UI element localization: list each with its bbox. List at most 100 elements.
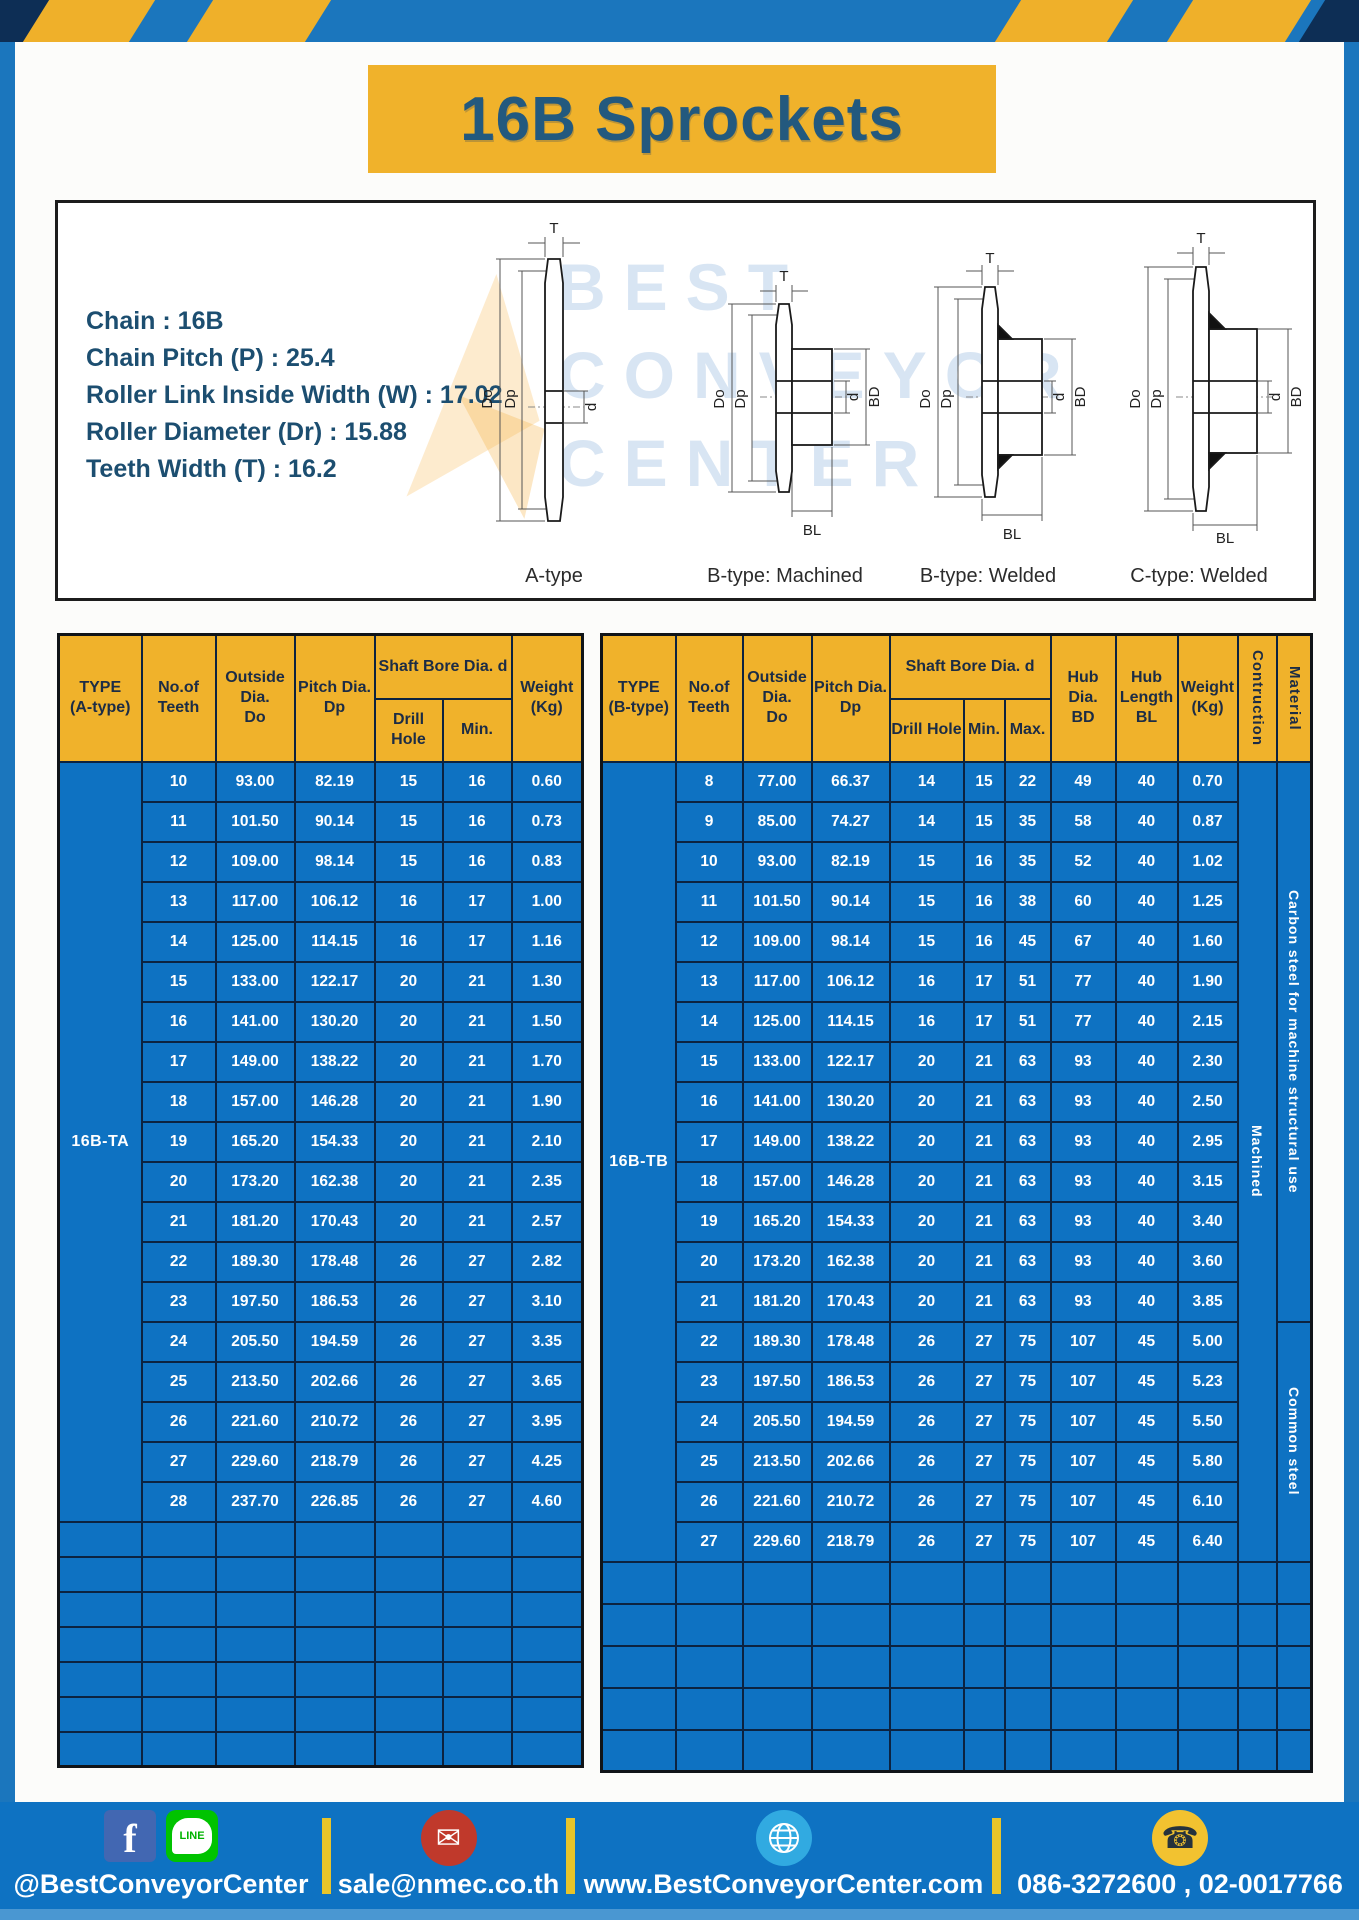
cell: 8 <box>674 760 744 803</box>
empty-cell <box>741 1602 813 1647</box>
cell: 20 <box>373 1160 444 1203</box>
c-type-welded-drawing <box>1192 266 1258 512</box>
empty-cell <box>1114 1644 1179 1689</box>
cell: 90.14 <box>810 880 891 923</box>
cell: 45 <box>1003 920 1052 963</box>
phone-numbers: 086-3272600 , 02-0017766 <box>1017 1869 1343 1899</box>
cell: 40 <box>1114 760 1179 803</box>
cell: 40 <box>1114 1000 1179 1043</box>
cell: 63 <box>1003 1120 1052 1163</box>
cell: 0.87 <box>1176 800 1239 843</box>
cell: 40 <box>1114 960 1179 1003</box>
cell: 3.10 <box>510 1280 584 1323</box>
svg-text:d: d <box>583 403 600 411</box>
empty-cell <box>140 1695 217 1733</box>
table-row: 20 173.20 162.38 20 21 2.35 <box>59 1160 584 1203</box>
cell: 45 <box>1114 1400 1179 1443</box>
table-row: 15 133.00 122.17 20 21 1.30 <box>59 960 584 1003</box>
cell: 146.28 <box>810 1160 891 1203</box>
cell: 26 <box>888 1520 965 1563</box>
cell: 2.95 <box>1176 1120 1239 1163</box>
cell: 15 <box>674 1040 744 1083</box>
cell: 93 <box>1049 1120 1117 1163</box>
cell: 20 <box>674 1240 744 1283</box>
table-b-body: 16B-TB 8 77.00 66.37 14 15 22 49 40 0.70 Machined C… <box>600 760 1313 1773</box>
cell: 17 <box>140 1040 217 1083</box>
svg-text:d: d <box>845 393 862 401</box>
empty-cell <box>600 1644 677 1689</box>
empty-cell <box>1003 1728 1052 1773</box>
empty-cell <box>214 1590 296 1628</box>
cell: 205.50 <box>214 1320 296 1363</box>
empty-cell <box>810 1686 891 1731</box>
table-row <box>57 1730 584 1768</box>
table-row: 13 117.00 106.12 16 17 1.00 <box>59 880 584 923</box>
empty-cell <box>1003 1602 1052 1647</box>
cell: 165.20 <box>214 1120 296 1163</box>
svg-text:Do: Do <box>711 389 728 408</box>
table-row <box>57 1625 584 1663</box>
cell: 101.50 <box>214 800 296 843</box>
cell: 21 <box>962 1120 1006 1163</box>
cell: 21 <box>962 1240 1006 1283</box>
empty-cell <box>1236 1644 1278 1689</box>
cell: 38 <box>1003 880 1052 923</box>
cell: 17 <box>441 880 513 923</box>
cell: 16 <box>441 760 513 803</box>
cell: 3.60 <box>1176 1240 1239 1283</box>
table-row: 18 157.00 146.28 20 21 63 93 40 3.15 <box>602 1160 1312 1203</box>
table-row: 24 205.50 194.59 26 27 3.35 <box>59 1320 584 1363</box>
header-line: BL <box>1135 709 1158 727</box>
cell: 77 <box>1049 1000 1117 1043</box>
cell: 114.15 <box>293 920 376 963</box>
table-row: 22 189.30 178.48 26 27 75 107 45 5.00 Common stee… <box>602 1320 1313 1563</box>
table-row: 23 197.50 186.53 26 27 75 107 45 5.23 <box>602 1360 1312 1403</box>
cell: 173.20 <box>214 1160 296 1203</box>
cell: 5.80 <box>1176 1440 1239 1483</box>
table-row: 26 221.60 210.72 26 27 3.95 <box>59 1400 584 1443</box>
cell: 22 <box>674 1320 744 1363</box>
cell: 40 <box>1114 840 1179 883</box>
footer-bottom-strip <box>0 1909 1359 1920</box>
cell: 21 <box>962 1160 1006 1203</box>
cell: 26 <box>888 1400 965 1443</box>
empty-cell <box>293 1660 376 1698</box>
cell: 22 <box>140 1240 217 1283</box>
empty-cell <box>441 1590 513 1628</box>
cell: 45 <box>1114 1520 1179 1563</box>
svg-text:Do: Do <box>1127 389 1144 408</box>
empty-cell <box>962 1686 1006 1731</box>
diagram-box: BEST CONVEYOR CENTER Chain : 16B Chain P… <box>55 200 1316 601</box>
col-pitch-dia: Pitch Dia. Dp <box>293 633 376 763</box>
cell: 40 <box>1114 920 1179 963</box>
empty-cell <box>510 1730 584 1768</box>
cell: 16 <box>441 840 513 883</box>
footer-separator <box>566 1818 575 1894</box>
a-type-drawing <box>544 258 564 522</box>
cell: 16 <box>373 920 444 963</box>
cell: 114.15 <box>810 1000 891 1043</box>
col-teeth: No.of Teeth <box>674 633 744 763</box>
empty-cell <box>293 1695 376 1733</box>
table-row: 24 205.50 194.59 26 27 75 107 45 5.50 <box>602 1400 1312 1443</box>
empty-cell <box>140 1555 217 1593</box>
empty-cell <box>1114 1686 1179 1731</box>
table-row: 18 157.00 146.28 20 21 1.90 <box>59 1080 584 1123</box>
sprocket-drawings: T Do Dp d T Do Dp d BD BL T Do Dp d BD B… <box>479 220 1305 547</box>
cell: 63 <box>1003 1160 1052 1203</box>
cell: 40 <box>1114 800 1179 843</box>
cell: 27 <box>674 1520 744 1563</box>
b-type-welded-drawing <box>981 286 1043 498</box>
cell: 26 <box>373 1240 444 1283</box>
empty-cell <box>1114 1728 1179 1773</box>
cell: 16 <box>373 880 444 923</box>
cell: 16 <box>441 800 513 843</box>
table-row: 16B-TA 10 93.00 82.19 15 16 0.60 <box>57 760 584 1523</box>
empty-cell <box>1275 1602 1313 1647</box>
yellow-stripe-2 <box>180 0 338 42</box>
empty-cell <box>1236 1560 1278 1605</box>
table-row: 25 213.50 202.66 26 27 75 107 45 5.80 <box>602 1440 1312 1483</box>
svg-text:BL: BL <box>803 522 821 539</box>
cell: 75 <box>1003 1520 1052 1563</box>
cell: 3.35 <box>510 1320 584 1363</box>
